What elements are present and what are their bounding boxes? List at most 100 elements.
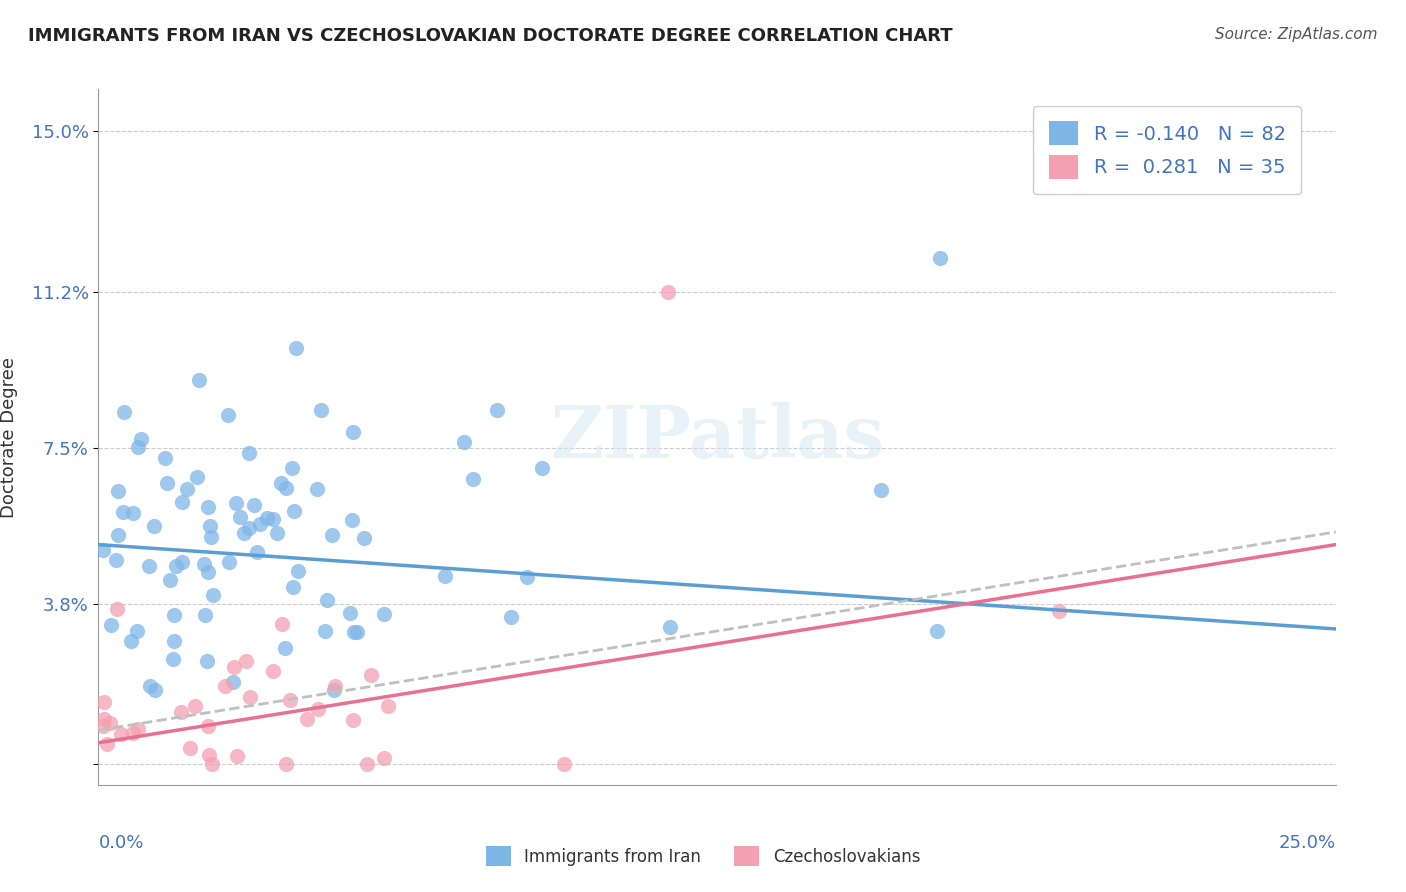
- Point: [142, 519, 165, 533]
- Point: [246, 545, 269, 559]
- Point: [283, 503, 305, 517]
- Point: [249, 516, 271, 531]
- Point: [125, 624, 148, 638]
- Point: [110, 727, 132, 741]
- Point: [281, 461, 304, 475]
- Point: [530, 460, 553, 475]
- Text: IMMIGRANTS FROM IRAN VS CZECHOSLOVAKIAN DOCTORATE DEGREE CORRELATION CHART: IMMIGRANTS FROM IRAN VS CZECHOSLOVAKIAN …: [28, 27, 953, 45]
- Point: [165, 559, 187, 574]
- Point: [373, 607, 395, 621]
- Point: [321, 528, 343, 542]
- Point: [111, 506, 134, 520]
- Point: [322, 683, 344, 698]
- Point: [869, 483, 891, 497]
- Point: [195, 654, 218, 668]
- Text: ZIPatlas: ZIPatlas: [550, 401, 884, 473]
- Point: [353, 531, 375, 545]
- Point: [225, 496, 247, 510]
- Point: [93, 695, 115, 709]
- Point: [100, 715, 122, 730]
- Point: [120, 634, 142, 648]
- Point: [346, 625, 368, 640]
- Point: [179, 740, 201, 755]
- Point: [232, 525, 254, 540]
- Point: [201, 588, 224, 602]
- Point: [100, 617, 122, 632]
- Point: [314, 624, 336, 638]
- Point: [323, 679, 346, 693]
- Point: [218, 555, 240, 569]
- Point: [262, 664, 284, 678]
- Text: 25.0%: 25.0%: [1278, 834, 1336, 852]
- Point: [238, 521, 260, 535]
- Point: [339, 606, 361, 620]
- Point: [105, 602, 128, 616]
- Point: [183, 698, 205, 713]
- Point: [235, 654, 257, 668]
- Point: [307, 482, 329, 496]
- Point: [162, 652, 184, 666]
- Point: [170, 494, 193, 508]
- Point: [107, 528, 129, 542]
- Point: [243, 498, 266, 512]
- Point: [278, 693, 301, 707]
- Legend: Immigrants from Iran, Czechoslovakians: Immigrants from Iran, Czechoslovakians: [478, 838, 928, 875]
- Point: [170, 555, 193, 569]
- Legend: R = -0.140   N = 82, R =  0.281   N = 35: R = -0.140 N = 82, R = 0.281 N = 35: [1033, 106, 1301, 194]
- Point: [214, 679, 236, 693]
- Point: [281, 580, 304, 594]
- Point: [176, 483, 198, 497]
- Point: [193, 558, 215, 572]
- Point: [433, 569, 456, 583]
- Point: [274, 641, 297, 656]
- Point: [499, 610, 522, 624]
- Point: [145, 682, 167, 697]
- Point: [226, 749, 249, 764]
- Point: [186, 470, 208, 484]
- Point: [453, 434, 475, 449]
- Text: 0.0%: 0.0%: [98, 834, 143, 852]
- Point: [129, 432, 152, 446]
- Point: [307, 701, 329, 715]
- Point: [356, 756, 378, 771]
- Point: [485, 403, 508, 417]
- Point: [377, 699, 399, 714]
- Point: [360, 667, 382, 681]
- Point: [658, 620, 681, 634]
- Point: [163, 634, 186, 648]
- Point: [271, 616, 294, 631]
- Point: [112, 404, 135, 418]
- Text: Source: ZipAtlas.com: Source: ZipAtlas.com: [1215, 27, 1378, 42]
- Point: [93, 712, 115, 726]
- Point: [138, 679, 160, 693]
- Point: [284, 341, 307, 355]
- Point: [1047, 604, 1070, 618]
- Point: [159, 573, 181, 587]
- Point: [342, 624, 364, 639]
- Point: [927, 624, 949, 638]
- Point: [295, 712, 318, 726]
- Point: [194, 607, 217, 622]
- Point: [222, 675, 245, 690]
- Point: [274, 756, 297, 771]
- Point: [256, 511, 278, 525]
- Point: [463, 472, 485, 486]
- Point: [373, 751, 395, 765]
- Point: [122, 726, 145, 740]
- Point: [197, 500, 219, 514]
- Point: [197, 719, 219, 733]
- Point: [342, 425, 364, 439]
- Point: [200, 530, 222, 544]
- Point: [217, 408, 239, 422]
- Point: [104, 553, 127, 567]
- Point: [516, 570, 538, 584]
- Point: [93, 719, 115, 733]
- Point: [553, 756, 575, 771]
- Point: [657, 285, 679, 299]
- Point: [316, 592, 339, 607]
- Point: [197, 565, 219, 579]
- Point: [96, 737, 118, 751]
- Point: [170, 706, 193, 720]
- Point: [276, 481, 298, 495]
- Point: [121, 506, 143, 520]
